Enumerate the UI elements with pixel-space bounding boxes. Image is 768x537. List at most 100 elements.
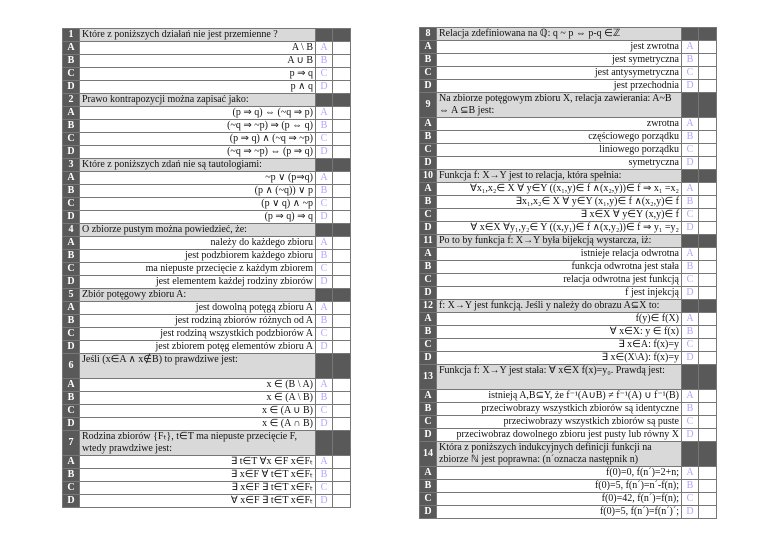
answer-box[interactable] xyxy=(698,221,717,235)
answer-mark[interactable]: D xyxy=(315,80,333,94)
answer-box[interactable] xyxy=(698,156,717,170)
answer-box[interactable] xyxy=(332,275,351,289)
answer-box[interactable] xyxy=(332,262,351,276)
answer-mark[interactable]: B xyxy=(681,479,699,493)
answer-box[interactable] xyxy=(332,67,351,81)
answer-box[interactable] xyxy=(698,273,717,287)
answer-mark[interactable]: A xyxy=(681,247,699,261)
answer-box[interactable] xyxy=(698,479,717,493)
answer-mark[interactable]: A xyxy=(315,236,333,250)
answer-box[interactable] xyxy=(698,195,717,209)
answer-box[interactable] xyxy=(332,301,351,315)
answer-box[interactable] xyxy=(698,505,717,519)
answer-mark[interactable]: C xyxy=(681,338,699,352)
answer-mark[interactable]: C xyxy=(681,273,699,287)
answer-mark[interactable]: A xyxy=(681,182,699,196)
answer-mark[interactable]: D xyxy=(681,79,699,93)
answer-box[interactable] xyxy=(332,210,351,224)
answer-mark[interactable]: B xyxy=(681,130,699,144)
answer-mark[interactable]: D xyxy=(681,428,699,442)
answer-mark[interactable]: A xyxy=(315,378,333,392)
answer-box[interactable] xyxy=(332,249,351,263)
answer-box[interactable] xyxy=(332,145,351,159)
answer-box[interactable] xyxy=(698,492,717,506)
answer-mark[interactable]: A xyxy=(315,106,333,120)
answer-mark[interactable]: C xyxy=(315,404,333,418)
answer-mark[interactable]: A xyxy=(681,312,699,326)
answer-mark[interactable]: D xyxy=(681,505,699,519)
answer-box[interactable] xyxy=(698,312,717,326)
answer-mark[interactable]: B xyxy=(681,53,699,67)
answer-box[interactable] xyxy=(698,415,717,429)
answer-mark[interactable]: D xyxy=(681,221,699,235)
answer-mark[interactable]: D xyxy=(315,340,333,354)
answer-box[interactable] xyxy=(698,182,717,196)
answer-mark[interactable]: D xyxy=(681,286,699,300)
answer-mark[interactable]: B xyxy=(315,119,333,133)
answer-mark[interactable]: D xyxy=(681,351,699,365)
answer-mark[interactable]: C xyxy=(315,262,333,276)
answer-mark[interactable]: C xyxy=(681,415,699,429)
answer-box[interactable] xyxy=(332,80,351,94)
answer-box[interactable] xyxy=(332,132,351,146)
answer-box[interactable] xyxy=(698,53,717,67)
answer-mark[interactable]: C xyxy=(681,492,699,506)
answer-mark[interactable]: C xyxy=(315,481,333,495)
answer-box[interactable] xyxy=(698,117,717,131)
answer-box[interactable] xyxy=(332,404,351,418)
answer-mark[interactable]: C xyxy=(315,132,333,146)
answer-box[interactable] xyxy=(698,143,717,157)
answer-mark[interactable]: B xyxy=(315,314,333,328)
answer-box[interactable] xyxy=(698,208,717,222)
answer-box[interactable] xyxy=(698,260,717,274)
answer-box[interactable] xyxy=(698,466,717,480)
answer-box[interactable] xyxy=(698,402,717,416)
answer-box[interactable] xyxy=(332,327,351,341)
answer-box[interactable] xyxy=(332,391,351,405)
answer-box[interactable] xyxy=(698,66,717,80)
answer-mark[interactable]: A xyxy=(315,171,333,185)
answer-mark[interactable]: D xyxy=(315,210,333,224)
answer-mark[interactable]: A xyxy=(681,117,699,131)
answer-mark[interactable]: C xyxy=(681,143,699,157)
answer-mark[interactable]: B xyxy=(315,468,333,482)
answer-mark[interactable]: D xyxy=(315,275,333,289)
answer-mark[interactable]: B xyxy=(315,54,333,68)
answer-mark[interactable]: A xyxy=(315,41,333,55)
answer-mark[interactable]: C xyxy=(315,197,333,211)
answer-box[interactable] xyxy=(332,41,351,55)
answer-mark[interactable]: B xyxy=(315,391,333,405)
answer-mark[interactable]: A xyxy=(681,389,699,403)
answer-mark[interactable]: B xyxy=(681,260,699,274)
answer-mark[interactable]: C xyxy=(315,327,333,341)
answer-box[interactable] xyxy=(332,106,351,120)
answer-box[interactable] xyxy=(698,79,717,93)
answer-box[interactable] xyxy=(698,325,717,339)
answer-box[interactable] xyxy=(332,54,351,68)
answer-box[interactable] xyxy=(332,378,351,392)
answer-mark[interactable]: D xyxy=(315,145,333,159)
answer-box[interactable] xyxy=(332,417,351,431)
answer-mark[interactable]: A xyxy=(315,301,333,315)
answer-box[interactable] xyxy=(698,286,717,300)
answer-box[interactable] xyxy=(332,481,351,495)
answer-box[interactable] xyxy=(332,236,351,250)
answer-mark[interactable]: C xyxy=(681,66,699,80)
answer-mark[interactable]: C xyxy=(681,208,699,222)
answer-box[interactable] xyxy=(698,351,717,365)
answer-mark[interactable]: D xyxy=(315,417,333,431)
answer-box[interactable] xyxy=(332,340,351,354)
answer-box[interactable] xyxy=(332,171,351,185)
answer-box[interactable] xyxy=(332,314,351,328)
answer-mark[interactable]: B xyxy=(315,184,333,198)
answer-box[interactable] xyxy=(698,40,717,54)
answer-mark[interactable]: D xyxy=(681,156,699,170)
answer-box[interactable] xyxy=(332,119,351,133)
answer-mark[interactable]: B xyxy=(681,402,699,416)
answer-box[interactable] xyxy=(332,455,351,469)
answer-mark[interactable]: B xyxy=(315,249,333,263)
answer-mark[interactable]: D xyxy=(315,494,333,508)
answer-mark[interactable]: A xyxy=(315,455,333,469)
answer-box[interactable] xyxy=(698,389,717,403)
answer-mark[interactable]: A xyxy=(681,40,699,54)
